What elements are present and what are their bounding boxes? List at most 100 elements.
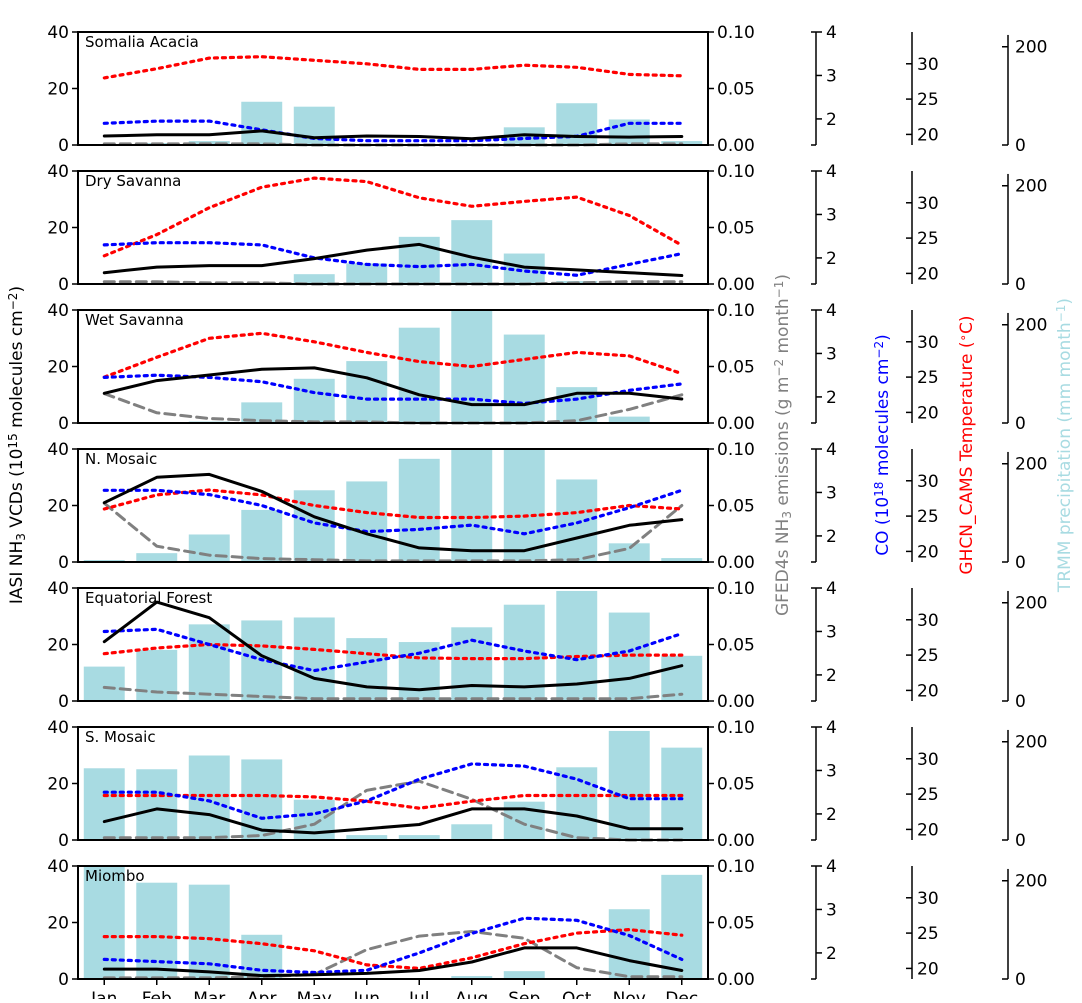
nh3-tick-label: 0	[58, 831, 69, 851]
co-tick-label: 4	[826, 579, 837, 599]
temperature-line	[102, 55, 684, 80]
nh3-vcd-line	[102, 600, 684, 692]
gfed-tick-label: 0.10	[717, 301, 755, 321]
nh3-tick-label: 20	[47, 636, 69, 656]
panel-5: Equatorial Forest 0 20 40 0.00 0.05 0.10 2 3 4 20 2…	[47, 579, 1047, 712]
precip-bar	[136, 553, 178, 562]
month-tick-label: Jun	[352, 989, 380, 999]
panel-6: S. Mosaic 0 20 40 0.00 0.05 0.10 2 3 4 20 25 30 0 200	[47, 718, 1047, 851]
precip-tick-label: 200	[1015, 316, 1047, 336]
gfed-tick-label: 0.10	[717, 579, 755, 599]
gfed-tick-label: 0.10	[717, 718, 755, 738]
nh3-tick-label: 40	[47, 23, 69, 43]
precip-bar	[241, 509, 283, 562]
temperature-line	[102, 928, 684, 970]
precip-bar	[346, 361, 388, 423]
nh3-vcd-line	[102, 366, 684, 407]
co-tick-label: 4	[826, 857, 837, 877]
temperature-tick-label: 30	[917, 55, 939, 75]
temperature-line	[102, 331, 684, 379]
nh3-tick-label: 20	[47, 219, 69, 239]
precip-bar	[503, 971, 545, 979]
gfed-tick-label: 0.05	[717, 358, 755, 378]
precip-bar	[241, 101, 283, 145]
panel-title: Dry Savanna	[85, 172, 181, 190]
precip-bar	[661, 558, 703, 562]
co-tick-label: 3	[826, 622, 837, 642]
panel-4: N. Mosaic 0 20 40 0.00 0.05 0.10 2 3 4 20 25 30 0 200	[47, 440, 1047, 573]
nh3-tick-label: 20	[47, 358, 69, 378]
temperature-tick-label: 30	[917, 750, 939, 770]
precip-bar	[608, 730, 650, 840]
precip-tick-label: 200	[1015, 872, 1047, 892]
co-line	[102, 627, 684, 673]
co-tick-label: 2	[826, 110, 837, 130]
temperature-tick-label: 20	[917, 959, 939, 979]
temperature-tick-label: 25	[917, 924, 939, 944]
precip-bar	[451, 449, 493, 562]
temperature-tick-label: 20	[917, 264, 939, 284]
co-line	[102, 119, 684, 143]
gfed-tick-label: 0.00	[717, 970, 755, 990]
precip-bar	[293, 617, 335, 701]
gfed-emissions-line	[102, 930, 684, 980]
precip-bar	[241, 402, 283, 423]
panel-1: Somalia Acacia 0 20 40 0.00 0.05 0.10 2 3 4 20 25 30…	[47, 23, 1047, 156]
panel-title: N. Mosaic	[85, 450, 157, 468]
precip-bar	[136, 769, 178, 840]
precip-bar	[83, 666, 125, 701]
precip-bar	[451, 976, 493, 979]
precip-bar	[346, 835, 388, 840]
precip-bar	[188, 624, 230, 701]
panel-2: Dry Savanna 0 20 40 0.00 0.05 0.10 2 3 4 20 25 30 0 20…	[47, 162, 1047, 295]
gfed-tick-label: 0.00	[717, 553, 755, 573]
precip-tick-label: 0	[1015, 692, 1026, 712]
precip-bar	[293, 490, 335, 562]
temperature-tick-label: 20	[917, 125, 939, 145]
panel-7: Miombo 0 20 40 0.00 0.05 0.10 2 3 4 20 25 30 0 200	[47, 857, 1047, 990]
nh3-tick-label: 0	[58, 414, 69, 434]
gfed-tick-label: 0.00	[717, 414, 755, 434]
axis-labels-layer: IASI NH3 VCDs (1015 molecules cm−2) GFED4…	[6, 274, 1075, 616]
nh3-tick-label: 0	[58, 275, 69, 295]
panel-title: Wet Savanna	[85, 311, 184, 329]
precip-bar	[608, 543, 650, 562]
gfed-emissions-line	[102, 779, 684, 842]
co-axis-label: CO (1018 molecules cm−2)	[872, 334, 893, 556]
nh3-tick-label: 0	[58, 692, 69, 712]
precip-bar	[293, 378, 335, 423]
temperature-tick-label: 25	[917, 507, 939, 527]
temperature-line	[102, 176, 684, 258]
co-tick-label: 3	[826, 66, 837, 86]
precip-bar	[451, 220, 493, 284]
temperature-tick-label: 20	[917, 542, 939, 562]
temperature-tick-label: 30	[917, 333, 939, 353]
nh3-vcd-line	[102, 129, 684, 141]
panel-title: Equatorial Forest	[85, 589, 212, 607]
precip-bar	[661, 747, 703, 840]
gfed-tick-label: 0.00	[717, 692, 755, 712]
gfed-tick-label: 0.00	[717, 275, 755, 295]
nh3-vcd-line	[102, 472, 684, 553]
precip-tick-label: 0	[1015, 275, 1026, 295]
gfed-tick-label: 0.00	[717, 136, 755, 156]
precip-bar	[661, 874, 703, 979]
month-tick-label: May	[297, 989, 332, 999]
co-tick-label: 2	[826, 527, 837, 547]
temperature-tick-label: 25	[917, 229, 939, 249]
precip-tick-label: 200	[1015, 455, 1047, 475]
nh3-tick-label: 40	[47, 440, 69, 460]
temperature-axis-label: GHCN_CAMS Temperature (∘C)	[956, 315, 977, 574]
nh3-vcd-line	[102, 807, 684, 835]
precip-bar	[241, 759, 283, 840]
nh3-tick-label: 0	[58, 136, 69, 156]
nh3-tick-label: 0	[58, 553, 69, 573]
precip-bar	[503, 334, 545, 423]
nh3-tick-label: 40	[47, 301, 69, 321]
precip-bar	[608, 909, 650, 979]
co-tick-label: 2	[826, 666, 837, 686]
precip-bar	[398, 327, 440, 423]
nh3-tick-label: 0	[58, 970, 69, 990]
co-tick-label: 3	[826, 900, 837, 920]
month-tick-label: Oct	[562, 989, 592, 999]
